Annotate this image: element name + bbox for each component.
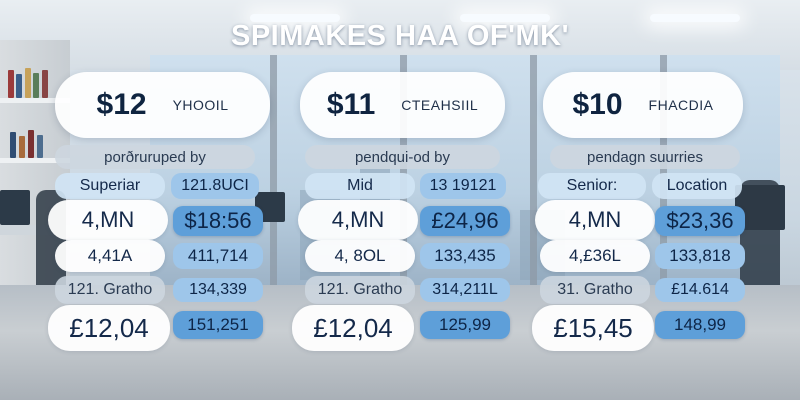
row-value-right: 134,339: [173, 278, 263, 302]
row-value-right: 133,818: [655, 243, 745, 269]
row-value-right: 314,211L: [420, 278, 510, 302]
total-secondary: 148,99: [655, 311, 745, 339]
row-value-right: £14.614: [655, 278, 745, 302]
window-frame: [270, 55, 277, 295]
ceiling-light: [250, 14, 340, 22]
card-subtitle: pendagn suurries: [550, 145, 740, 169]
price-value: $10: [572, 88, 623, 121]
row-value-left: 121. Gratho: [55, 276, 165, 304]
row-value-right: $23,36: [655, 206, 745, 236]
row-value-left: 121. Gratho: [305, 276, 415, 304]
price-header: $10 FHACDIA: [543, 72, 743, 138]
row-value-left: 31. Gratho: [540, 276, 650, 304]
row-value-left: 4,£36L: [540, 240, 650, 272]
level-label: Senior:: [538, 173, 646, 199]
page-title: SPIMAKES HAA OF'MK': [230, 20, 569, 52]
price-label: YHOOIL: [172, 97, 229, 113]
window-frame: [530, 55, 537, 295]
price-label: FHACDIA: [648, 97, 714, 113]
row-value-left: 4, 8OL: [305, 240, 415, 272]
card-subtitle: porðruruped by: [55, 145, 255, 169]
level-label: Superiar: [55, 173, 165, 199]
price-value: $11: [326, 88, 376, 121]
price-header: $12 YHOOIL: [55, 72, 270, 138]
row-value-right: £24,96: [420, 206, 510, 236]
price-value: $12: [96, 88, 147, 121]
price-header: $11 CTEAHSIIL: [300, 72, 505, 138]
row-value-left: 4,MN: [535, 200, 655, 240]
total-secondary: 125,99: [420, 311, 510, 339]
level-code: 121.8UCI: [171, 173, 259, 199]
total-value: £12,04: [48, 305, 170, 351]
row-value-right: 411,714: [173, 243, 263, 269]
row-value-right: 133,435: [420, 243, 510, 269]
level-code: Location: [652, 173, 742, 199]
row-value-left: 4,41A: [55, 240, 165, 272]
row-value-right: $18:56: [173, 206, 263, 236]
total-value: £15,45: [532, 305, 654, 351]
ceiling-light: [650, 14, 740, 22]
monitor: [0, 190, 30, 225]
card-subtitle: pendqui-od by: [305, 145, 500, 169]
level-code: 13 19121: [420, 173, 506, 199]
row-value-left: 4,MN: [298, 200, 418, 240]
level-label: Mid: [305, 173, 415, 199]
total-secondary: 151,251: [173, 311, 263, 339]
row-value-left: 4,MN: [48, 200, 168, 240]
price-label: CTEAHSIIL: [401, 97, 479, 113]
ceiling-light: [460, 14, 550, 22]
total-value: £12,04: [292, 305, 414, 351]
